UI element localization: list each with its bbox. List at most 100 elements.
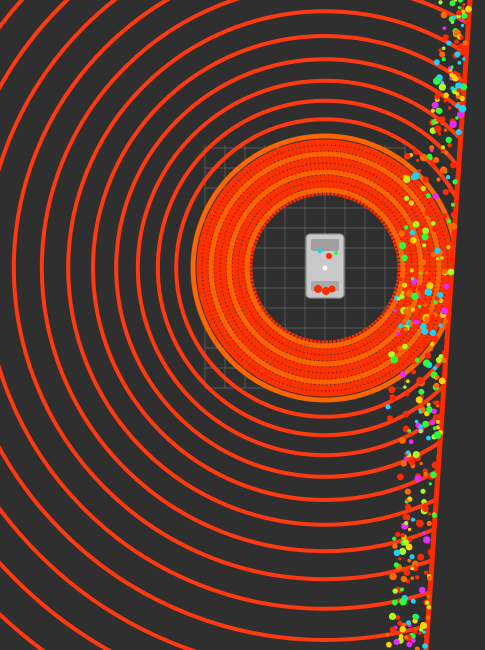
wall-point	[435, 116, 441, 122]
wall-point	[436, 257, 440, 261]
wall-point	[430, 162, 436, 168]
wall-point	[435, 425, 441, 430]
wall-point	[396, 297, 401, 301]
lidar-ring-icon	[155, 98, 485, 438]
wall-point	[403, 205, 408, 210]
wall-point	[432, 414, 439, 421]
wall-point	[408, 200, 414, 206]
wall-point	[419, 622, 428, 630]
wall-point	[419, 627, 424, 632]
wall-point	[456, 88, 462, 94]
wall-point	[392, 543, 398, 549]
wall-point	[410, 566, 415, 571]
ego-vehicle-icon[interactable]	[305, 233, 345, 299]
wall-point	[441, 57, 446, 62]
wall-point	[427, 548, 436, 556]
near-field-band	[190, 133, 460, 403]
wall-point	[408, 320, 414, 326]
wall-point	[413, 149, 419, 155]
wall-point	[400, 533, 406, 538]
wall-point	[446, 40, 452, 46]
wall-point	[386, 641, 392, 648]
wall-point	[399, 294, 405, 300]
wall-point	[420, 323, 427, 330]
wall-point	[438, 48, 443, 52]
wall-point	[398, 323, 403, 329]
wall-point	[405, 543, 413, 551]
wall-point	[456, 9, 462, 16]
wall-point	[396, 332, 400, 336]
wall-point	[397, 345, 403, 352]
wall-point	[461, 12, 468, 19]
wall-point	[403, 171, 409, 176]
wall-point	[442, 26, 447, 30]
lidar-ring-icon	[135, 78, 485, 458]
wall-point	[398, 230, 405, 237]
wall-point	[440, 255, 444, 260]
wall-point	[420, 339, 428, 347]
wall-point	[424, 570, 429, 575]
wall-point	[410, 598, 416, 604]
wall-point	[452, 179, 458, 185]
wall-point	[403, 456, 408, 461]
wall-point	[454, 39, 459, 44]
wall-point	[432, 426, 437, 431]
wall-point	[425, 600, 430, 605]
wall-point	[440, 150, 445, 154]
wall-point	[429, 314, 436, 321]
wall-point	[397, 620, 403, 626]
wall-point	[455, 103, 460, 109]
wall-point	[449, 72, 455, 78]
wall-point	[455, 116, 459, 120]
wall-point	[422, 420, 429, 428]
wall-point	[442, 189, 449, 196]
lidar-ring-icon	[114, 57, 485, 479]
wall-point	[422, 630, 426, 634]
wall-point	[450, 86, 455, 91]
wall-point	[431, 101, 439, 109]
wall-point	[418, 304, 422, 309]
wall-point	[427, 408, 432, 414]
wall-point	[455, 82, 463, 90]
wall-point	[409, 268, 414, 273]
wall-point	[414, 357, 420, 363]
wall-point	[402, 539, 409, 546]
wall-point	[430, 148, 434, 152]
wall-point	[422, 531, 427, 535]
wall-point	[409, 554, 415, 560]
wall-point	[402, 343, 408, 350]
vehicle-point	[334, 251, 338, 255]
wall-point	[410, 576, 415, 580]
wall-point	[419, 259, 426, 266]
wall-point	[414, 475, 422, 483]
wall-point	[432, 366, 438, 371]
wall-point	[400, 587, 404, 592]
wall-point	[416, 519, 424, 528]
wall-point	[433, 157, 440, 163]
wall-point	[438, 261, 442, 265]
wall-point	[440, 166, 448, 174]
wall-point	[462, 2, 466, 7]
wall-point	[398, 557, 402, 561]
wall-point	[424, 316, 430, 322]
wall-point	[418, 424, 424, 430]
wall-point	[389, 626, 397, 634]
wall-point	[405, 450, 411, 455]
wall-point	[430, 471, 437, 479]
wall-point	[435, 419, 440, 424]
wall-point	[412, 630, 416, 634]
wall-point	[423, 536, 431, 544]
wall-point	[429, 145, 435, 151]
wall-point	[399, 626, 406, 633]
wall-point	[421, 233, 429, 241]
wall-point	[403, 174, 408, 179]
wall-point	[434, 125, 442, 133]
wall-point	[445, 175, 451, 180]
wall-point	[462, 57, 466, 61]
wall-point	[406, 620, 411, 626]
wall-point	[438, 298, 444, 304]
wall-point	[426, 282, 434, 290]
